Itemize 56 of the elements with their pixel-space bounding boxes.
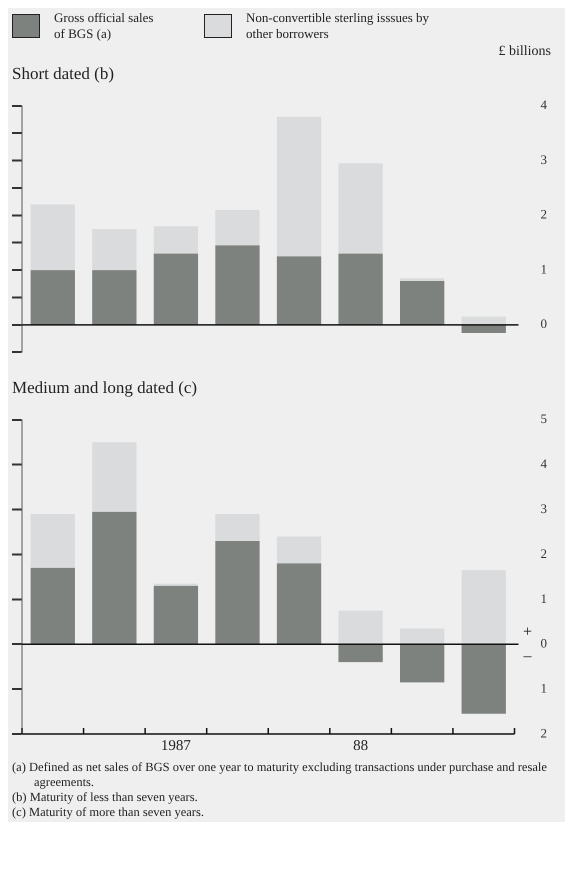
bar	[154, 226, 198, 254]
bar	[92, 442, 137, 512]
bar	[215, 210, 260, 246]
y-tick-label: 4	[540, 97, 548, 112]
bar	[400, 628, 444, 644]
y-tick-label: 0	[540, 636, 547, 651]
text: +	[522, 623, 532, 640]
chart-title: Short dated (b)	[11, 64, 115, 84]
bar	[276, 116, 322, 256]
bar	[462, 644, 506, 714]
y-tick-label: 2	[540, 725, 547, 740]
bar	[92, 270, 137, 325]
bar	[276, 536, 322, 564]
y-tick-label: 3	[540, 500, 547, 516]
legend-label: Non-convertible sterling isssues by other borrowers	[246, 10, 430, 42]
bar	[400, 281, 444, 325]
y-tick-label: 1	[540, 261, 547, 276]
bar	[276, 256, 322, 325]
text: (a) Defined as net sales of BGS over one year to maturity excluding transactions under purchase and resale agreements.	[12, 760, 548, 790]
bar	[400, 278, 444, 282]
bar	[215, 245, 260, 325]
y-tick-label: 3	[540, 152, 547, 167]
text: –	[522, 647, 532, 664]
y-axis-title: £ billions	[497, 44, 552, 60]
text: (b) Maturity of less than seven years.	[12, 790, 199, 805]
y-tick-label: 2	[540, 546, 547, 561]
chart-title: Medium and long dated (c)	[11, 378, 198, 398]
bar	[30, 568, 75, 644]
bar	[30, 204, 75, 270]
bar	[462, 570, 506, 644]
y-tick-label: 1	[540, 680, 547, 696]
y-tick-label: 5	[540, 411, 547, 426]
y-tick-label: 2	[540, 206, 547, 222]
bar	[30, 270, 75, 325]
bar	[92, 229, 137, 270]
bar	[462, 316, 506, 325]
bar	[276, 563, 322, 644]
y-tick-label: 0	[540, 316, 547, 332]
text: (c) Maturity of more than seven years.	[12, 805, 205, 820]
bar	[400, 644, 444, 682]
bar	[30, 514, 75, 568]
bar	[154, 254, 198, 325]
y-tick-label: 1	[540, 590, 547, 606]
x-tick-label: 88	[353, 738, 368, 754]
bar	[338, 163, 383, 254]
bar	[338, 644, 383, 662]
bar	[338, 254, 383, 325]
x-tick-label: 1987	[160, 738, 192, 754]
bar	[462, 324, 506, 334]
y-tick-label: 4	[540, 456, 548, 472]
bar	[92, 512, 137, 644]
legend-label: Gross official sales of BGS (a)	[54, 10, 154, 42]
bar	[338, 610, 383, 644]
bar	[154, 586, 198, 644]
bar	[215, 514, 260, 541]
bar	[215, 540, 260, 644]
